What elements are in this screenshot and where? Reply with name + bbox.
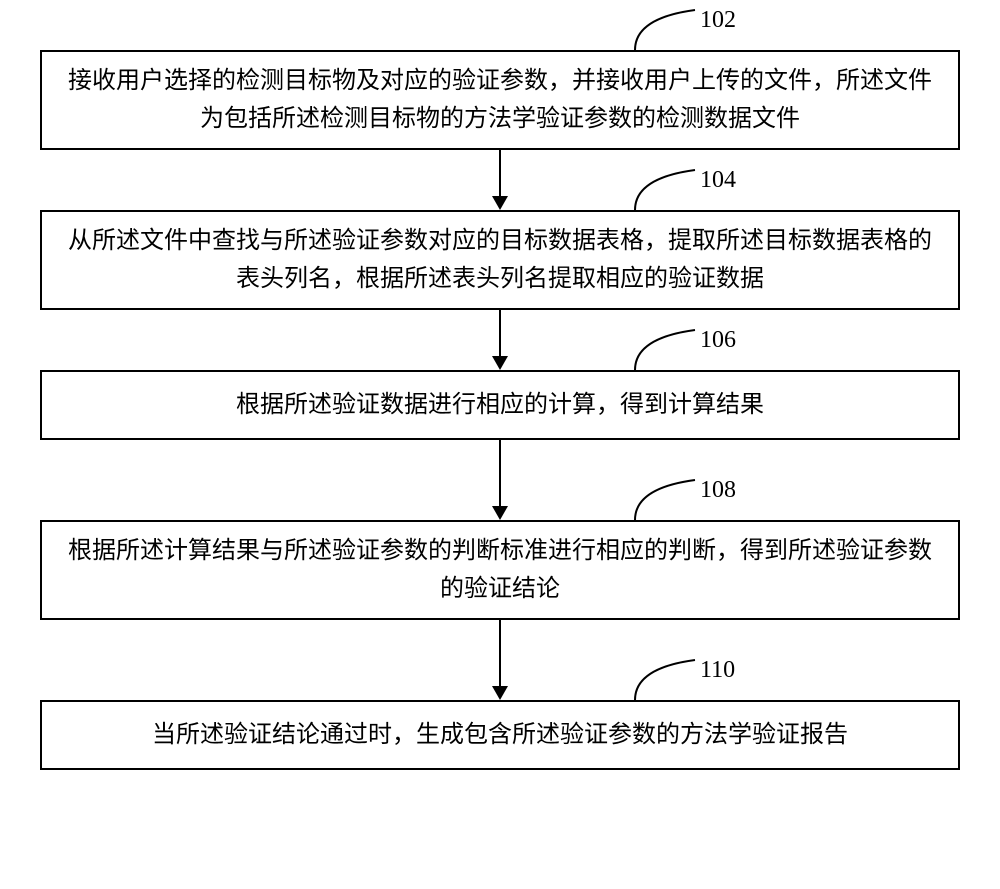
flow-node-102: 接收用户选择的检测目标物及对应的验证参数，并接收用户上传的文件，所述文件为包括所… — [40, 50, 960, 150]
node-text-108: 根据所述计算结果与所述验证参数的判断标准进行相应的判断，得到所述验证参数的验证结… — [62, 532, 938, 609]
connector-102-104: 104 — [40, 150, 960, 210]
node-label-106: 106 — [700, 328, 736, 352]
node-label-110: 110 — [700, 658, 735, 682]
connector-104-106: 106 — [40, 310, 960, 370]
node-text-102: 接收用户选择的检测目标物及对应的验证参数，并接收用户上传的文件，所述文件为包括所… — [62, 62, 938, 139]
node-text-106: 根据所述验证数据进行相应的计算，得到计算结果 — [236, 386, 764, 424]
node-text-104: 从所述文件中查找与所述验证参数对应的目标数据表格，提取所述目标数据表格的表头列名… — [62, 222, 938, 299]
flow-node-106: 根据所述验证数据进行相应的计算，得到计算结果 — [40, 370, 960, 440]
flow-node-104: 从所述文件中查找与所述验证参数对应的目标数据表格，提取所述目标数据表格的表头列名… — [40, 210, 960, 310]
connector-108-110: 110 — [40, 620, 960, 700]
node-label-102: 102 — [700, 8, 736, 32]
node-label-104: 104 — [700, 168, 736, 192]
connector-106-108: 108 — [40, 440, 960, 520]
flow-node-110: 当所述验证结论通过时，生成包含所述验证参数的方法学验证报告 — [40, 700, 960, 770]
node-label-108: 108 — [700, 478, 736, 502]
flowchart-container: 102 接收用户选择的检测目标物及对应的验证参数，并接收用户上传的文件，所述文件… — [40, 50, 960, 770]
node-text-110: 当所述验证结论通过时，生成包含所述验证参数的方法学验证报告 — [152, 716, 848, 754]
flow-node-108: 根据所述计算结果与所述验证参数的判断标准进行相应的判断，得到所述验证参数的验证结… — [40, 520, 960, 620]
